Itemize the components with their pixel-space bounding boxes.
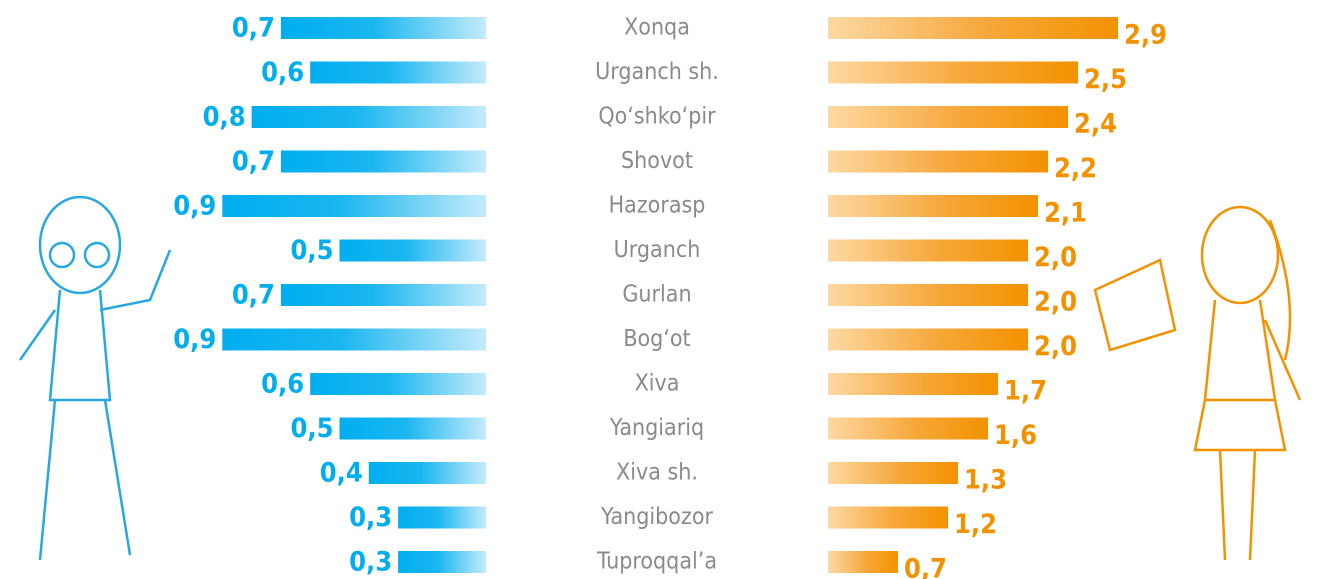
- value-label: 2,9: [1124, 20, 1167, 51]
- value-label: 0,5: [290, 413, 333, 444]
- value-label: 2,0: [1034, 287, 1077, 318]
- value-label: 2,1: [1044, 198, 1087, 229]
- bar: [828, 551, 898, 573]
- value-label: 0,9: [173, 191, 216, 222]
- value-label: 0,3: [349, 547, 392, 578]
- value-label: 1,6: [994, 420, 1037, 451]
- bar: [828, 284, 1028, 306]
- bar: [828, 328, 1028, 351]
- value-label: 2,2: [1054, 153, 1097, 184]
- value-label: 0,6: [261, 369, 304, 400]
- bar: [280, 284, 486, 306]
- value-label: 0,8: [203, 102, 246, 133]
- category-label: Xonqa: [624, 15, 690, 41]
- value-label: 2,0: [1034, 242, 1077, 273]
- bar: [828, 150, 1048, 173]
- bar: [251, 106, 486, 128]
- category-label: Hazorasp: [609, 193, 706, 219]
- category-label: Shovot: [621, 148, 693, 174]
- bar: [828, 462, 958, 484]
- bar: [828, 61, 1078, 84]
- value-label: 2,5: [1084, 64, 1127, 95]
- category-label: Gurlan: [622, 282, 691, 308]
- value-label: 0,5: [290, 235, 333, 266]
- man-illustration: [18, 195, 172, 561]
- bar: [222, 328, 487, 351]
- bar: [398, 506, 486, 529]
- bar: [828, 239, 1028, 262]
- bar: [368, 462, 486, 484]
- value-label: 2,4: [1074, 109, 1117, 140]
- bar: [339, 239, 486, 262]
- category-label: Urganch sh.: [595, 59, 719, 85]
- value-label: 2,0: [1034, 331, 1077, 362]
- value-label: 0,4: [320, 458, 363, 489]
- category-label: Tuproqqal’a: [596, 549, 717, 575]
- bar: [828, 373, 998, 395]
- bar: [280, 150, 486, 173]
- bar: [828, 417, 988, 440]
- bar: [828, 17, 1118, 39]
- category-label: Yangibozor: [600, 504, 713, 530]
- bar: [310, 61, 486, 84]
- bar: [398, 551, 486, 573]
- bar: [310, 373, 486, 395]
- category-label: Bog‘ot: [623, 326, 690, 352]
- bar: [828, 106, 1068, 128]
- bar: [828, 506, 948, 529]
- value-label: 0,7: [232, 13, 275, 44]
- category-label: Xiva sh.: [616, 460, 698, 486]
- value-label: 0,7: [904, 554, 947, 579]
- value-label: 1,3: [964, 465, 1007, 496]
- category-label: Qo‘shko‘pir: [598, 104, 716, 130]
- bar: [339, 417, 486, 440]
- value-label: 1,2: [954, 509, 997, 540]
- bar: [222, 195, 487, 217]
- bar: [828, 195, 1038, 217]
- category-label: Urganch: [614, 237, 701, 263]
- value-label: 0,6: [261, 57, 304, 88]
- value-label: 0,9: [173, 324, 216, 355]
- category-label: Xiva: [635, 371, 680, 397]
- value-label: 0,7: [232, 280, 275, 311]
- value-label: 1,7: [1004, 376, 1047, 407]
- value-label: 0,3: [349, 502, 392, 533]
- bar: [280, 17, 486, 39]
- value-label: 0,7: [232, 146, 275, 177]
- category-label: Yangiariq: [609, 415, 704, 441]
- woman-illustration: [1093, 205, 1302, 561]
